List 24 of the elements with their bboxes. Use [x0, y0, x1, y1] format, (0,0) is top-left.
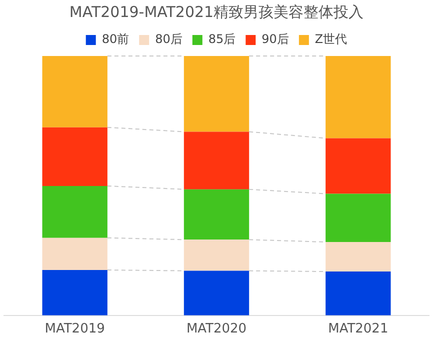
legend-label: Z世代 — [314, 32, 348, 46]
legend-label: 85后 — [208, 32, 236, 46]
chart-title: MAT2019-MAT2021精致男孩美容整体投入 — [69, 2, 364, 21]
bar — [326, 272, 391, 316]
x-tick-label: MAT2019 — [44, 322, 105, 337]
bar — [184, 270, 250, 316]
legend-label: 80前 — [102, 32, 130, 46]
bar — [42, 186, 108, 238]
x-tick-label: MAT2020 — [186, 322, 247, 337]
bar — [42, 56, 108, 128]
bar — [326, 194, 391, 242]
bar — [326, 242, 391, 272]
bar — [184, 56, 250, 132]
x-tick-label: MAT2021 — [328, 322, 388, 337]
bar — [184, 240, 250, 271]
bar — [184, 132, 250, 190]
bar — [42, 270, 108, 316]
bar — [326, 138, 391, 194]
bar — [42, 127, 108, 186]
bar — [42, 238, 108, 270]
legend-label: 80后 — [155, 32, 182, 46]
legend-label: 90后 — [262, 32, 289, 46]
bar — [184, 189, 250, 240]
bar — [326, 56, 391, 138]
